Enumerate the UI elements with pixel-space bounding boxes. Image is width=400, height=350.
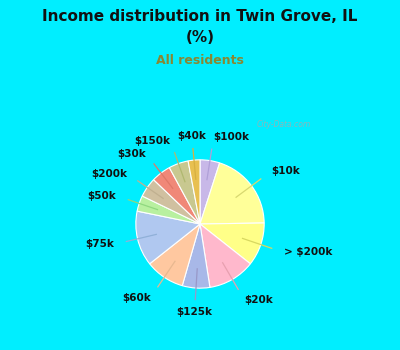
Text: $30k: $30k <box>118 149 146 159</box>
Wedge shape <box>182 224 210 288</box>
Text: $60k: $60k <box>122 293 151 302</box>
Text: $75k: $75k <box>85 239 114 250</box>
Text: $50k: $50k <box>87 191 116 201</box>
Wedge shape <box>200 223 264 264</box>
Text: $125k: $125k <box>176 307 212 317</box>
Text: $100k: $100k <box>214 132 250 141</box>
Wedge shape <box>169 161 200 224</box>
Text: Income distribution in Twin Grove, IL: Income distribution in Twin Grove, IL <box>42 9 358 24</box>
Text: $150k: $150k <box>134 135 170 146</box>
Text: $20k: $20k <box>245 295 274 306</box>
Text: > $200k: > $200k <box>284 247 332 257</box>
Text: $10k: $10k <box>271 166 300 176</box>
Wedge shape <box>200 224 250 287</box>
Text: $200k: $200k <box>91 168 127 178</box>
Wedge shape <box>188 160 200 224</box>
Text: City-Data.com: City-Data.com <box>257 120 311 129</box>
Wedge shape <box>150 224 200 286</box>
Text: All residents: All residents <box>156 54 244 67</box>
Text: (%): (%) <box>186 30 214 45</box>
Wedge shape <box>136 211 200 264</box>
Wedge shape <box>137 196 200 224</box>
Wedge shape <box>154 168 200 224</box>
Text: $40k: $40k <box>177 131 206 141</box>
Wedge shape <box>200 160 220 224</box>
Wedge shape <box>142 180 200 224</box>
Wedge shape <box>200 163 264 224</box>
